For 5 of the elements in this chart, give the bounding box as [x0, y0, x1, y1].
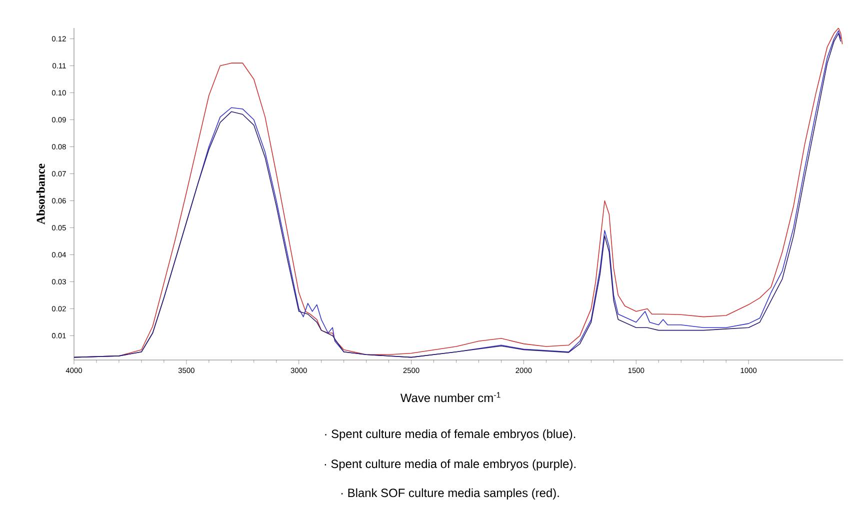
x-axis-title: Wave number cm$^{-1}$ — [400, 392, 500, 402]
text: · Blank SOF culture media samples (red). — [341, 488, 559, 500]
y-axis-title: Absorbance — [36, 164, 45, 224]
text: · Spent culture media of female embryos (blue). — [325, 429, 576, 440]
text: · Spent culture media of male embryos (purple). — [324, 459, 576, 470]
